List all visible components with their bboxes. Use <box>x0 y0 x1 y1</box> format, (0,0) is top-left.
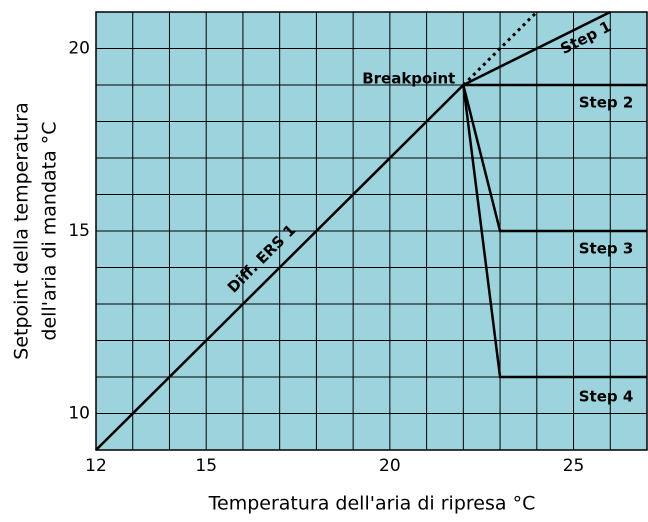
x-tick-label: 15 <box>195 456 217 476</box>
series-label: Step 3 <box>579 240 634 258</box>
series-label: Step 2 <box>579 94 634 112</box>
x-tick-label: 20 <box>379 456 401 476</box>
x-axis-label: Temperatura dell'aria di ripresa °C <box>208 493 536 515</box>
series-line <box>462 10 611 87</box>
series-line <box>462 84 647 233</box>
x-tick-label: 25 <box>563 456 585 476</box>
y-tick-label: 15 <box>68 221 90 241</box>
series-line <box>95 84 465 451</box>
y-axis-label: dell'aria di mandata °C <box>39 121 61 340</box>
series-line <box>462 84 647 379</box>
y-axis-label: Setpoint della temperatura <box>11 102 33 359</box>
annotation: Breakpoint <box>362 70 455 88</box>
y-tick-label: 10 <box>68 404 90 424</box>
y-tick-label: 20 <box>68 39 90 59</box>
series-line <box>462 10 538 87</box>
x-tick-label: 12 <box>85 456 107 476</box>
series-label: Step 4 <box>579 388 634 406</box>
